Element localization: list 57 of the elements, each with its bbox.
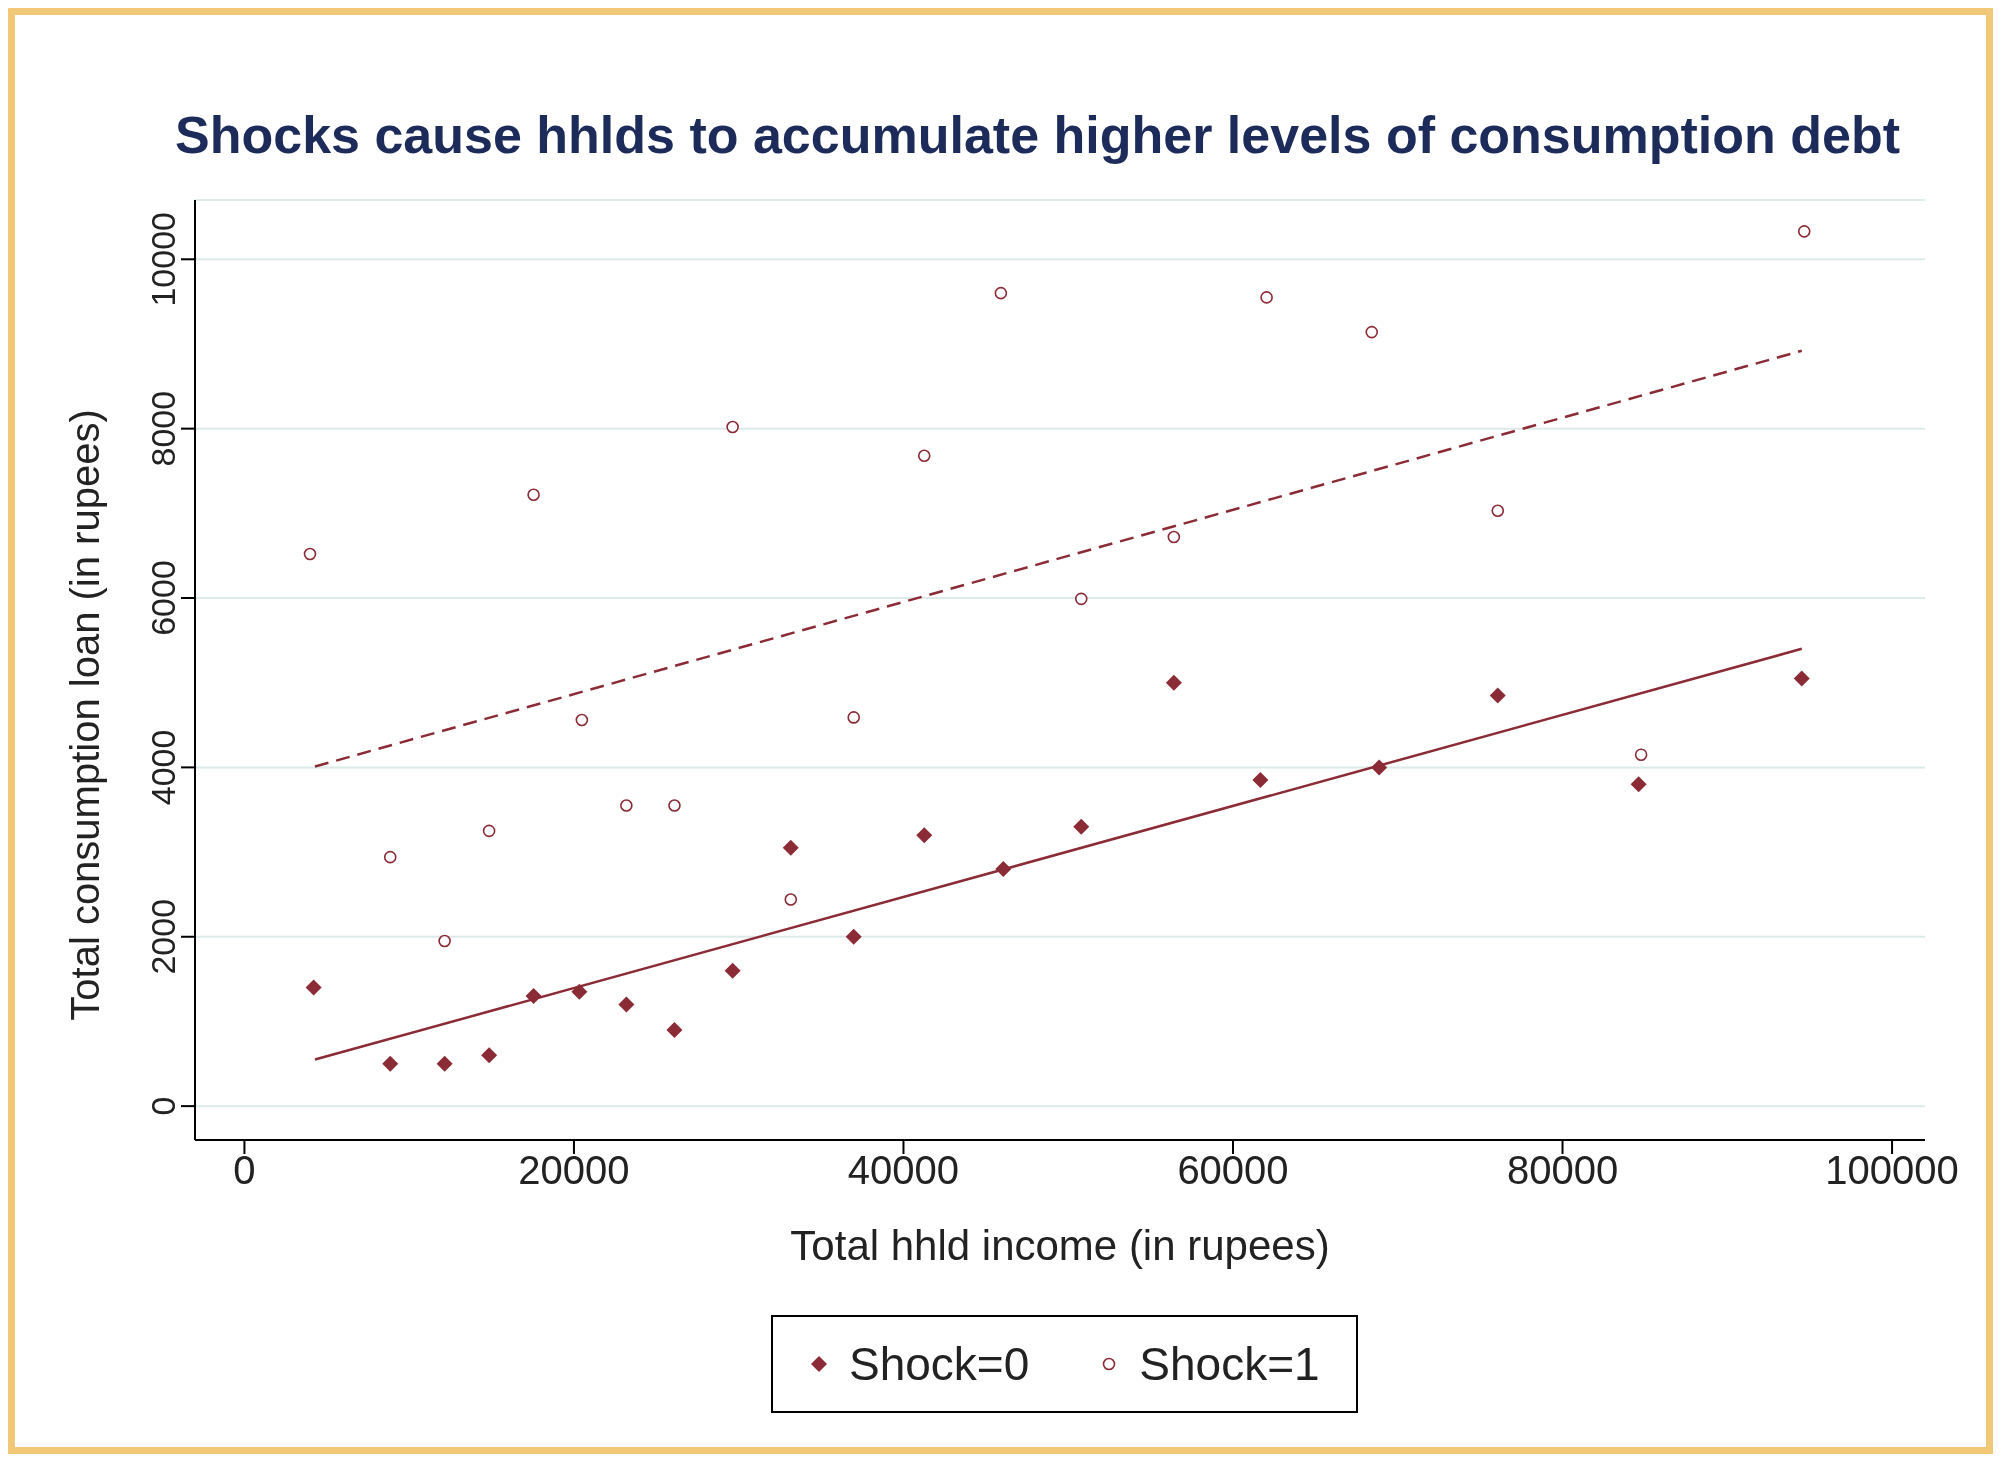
point [1797, 225, 1811, 238]
point [845, 928, 862, 945]
point [1167, 530, 1181, 544]
point [782, 839, 799, 856]
point [916, 827, 933, 844]
chart-title: Shocks cause hhlds to accumulate higher levels of consumption debt [175, 105, 1901, 165]
point [1630, 776, 1647, 793]
point [382, 1055, 399, 1072]
point [481, 1047, 498, 1064]
point [525, 988, 542, 1005]
point [724, 962, 741, 979]
y-tick-label: 8000 [144, 390, 182, 467]
point [1491, 504, 1505, 518]
point [482, 824, 496, 838]
point [1260, 291, 1273, 304]
x-tick-label: 100000 [1825, 1148, 1959, 1193]
x-tick-label: 80000 [1506, 1148, 1619, 1193]
x-tick-label: 20000 [518, 1148, 630, 1193]
point [618, 996, 635, 1013]
y-tick-label: 0 [144, 1096, 182, 1116]
y-tick-label: 6000 [144, 560, 182, 636]
y-tick-label: 4000 [144, 729, 182, 806]
point [726, 420, 739, 434]
point [995, 861, 1012, 878]
point [303, 547, 317, 561]
point [1165, 674, 1182, 691]
legend-label: Shock=1 [1139, 1337, 1320, 1391]
point [1252, 772, 1269, 789]
y-axis-title: Total consumption loan (in rupees) [62, 409, 108, 1021]
point [620, 799, 633, 812]
x-tick-label: 40000 [847, 1148, 960, 1193]
point [383, 850, 397, 864]
legend-label: Shock=0 [849, 1337, 1030, 1391]
point [527, 488, 540, 501]
x-axis-title: Total hhld income (in rupees) [790, 1222, 1330, 1269]
point [1074, 592, 1088, 606]
point [784, 893, 798, 906]
point [1489, 687, 1506, 704]
point [1365, 325, 1379, 339]
x-tick-label: 60000 [1177, 1148, 1289, 1193]
point [994, 286, 1008, 300]
y-tick-label: 2000 [144, 898, 182, 975]
point [1073, 818, 1090, 835]
x-tick-label: 0 [233, 1148, 256, 1193]
point [1634, 748, 1648, 761]
point [1793, 670, 1810, 687]
point [438, 934, 451, 948]
point [571, 983, 588, 1000]
point [575, 713, 589, 727]
point [1371, 759, 1388, 776]
point [666, 1021, 683, 1038]
point [847, 711, 861, 724]
point [436, 1055, 453, 1072]
point [305, 979, 322, 996]
point [668, 799, 681, 812]
point [917, 449, 931, 463]
y-tick-label: 10000 [144, 212, 182, 307]
